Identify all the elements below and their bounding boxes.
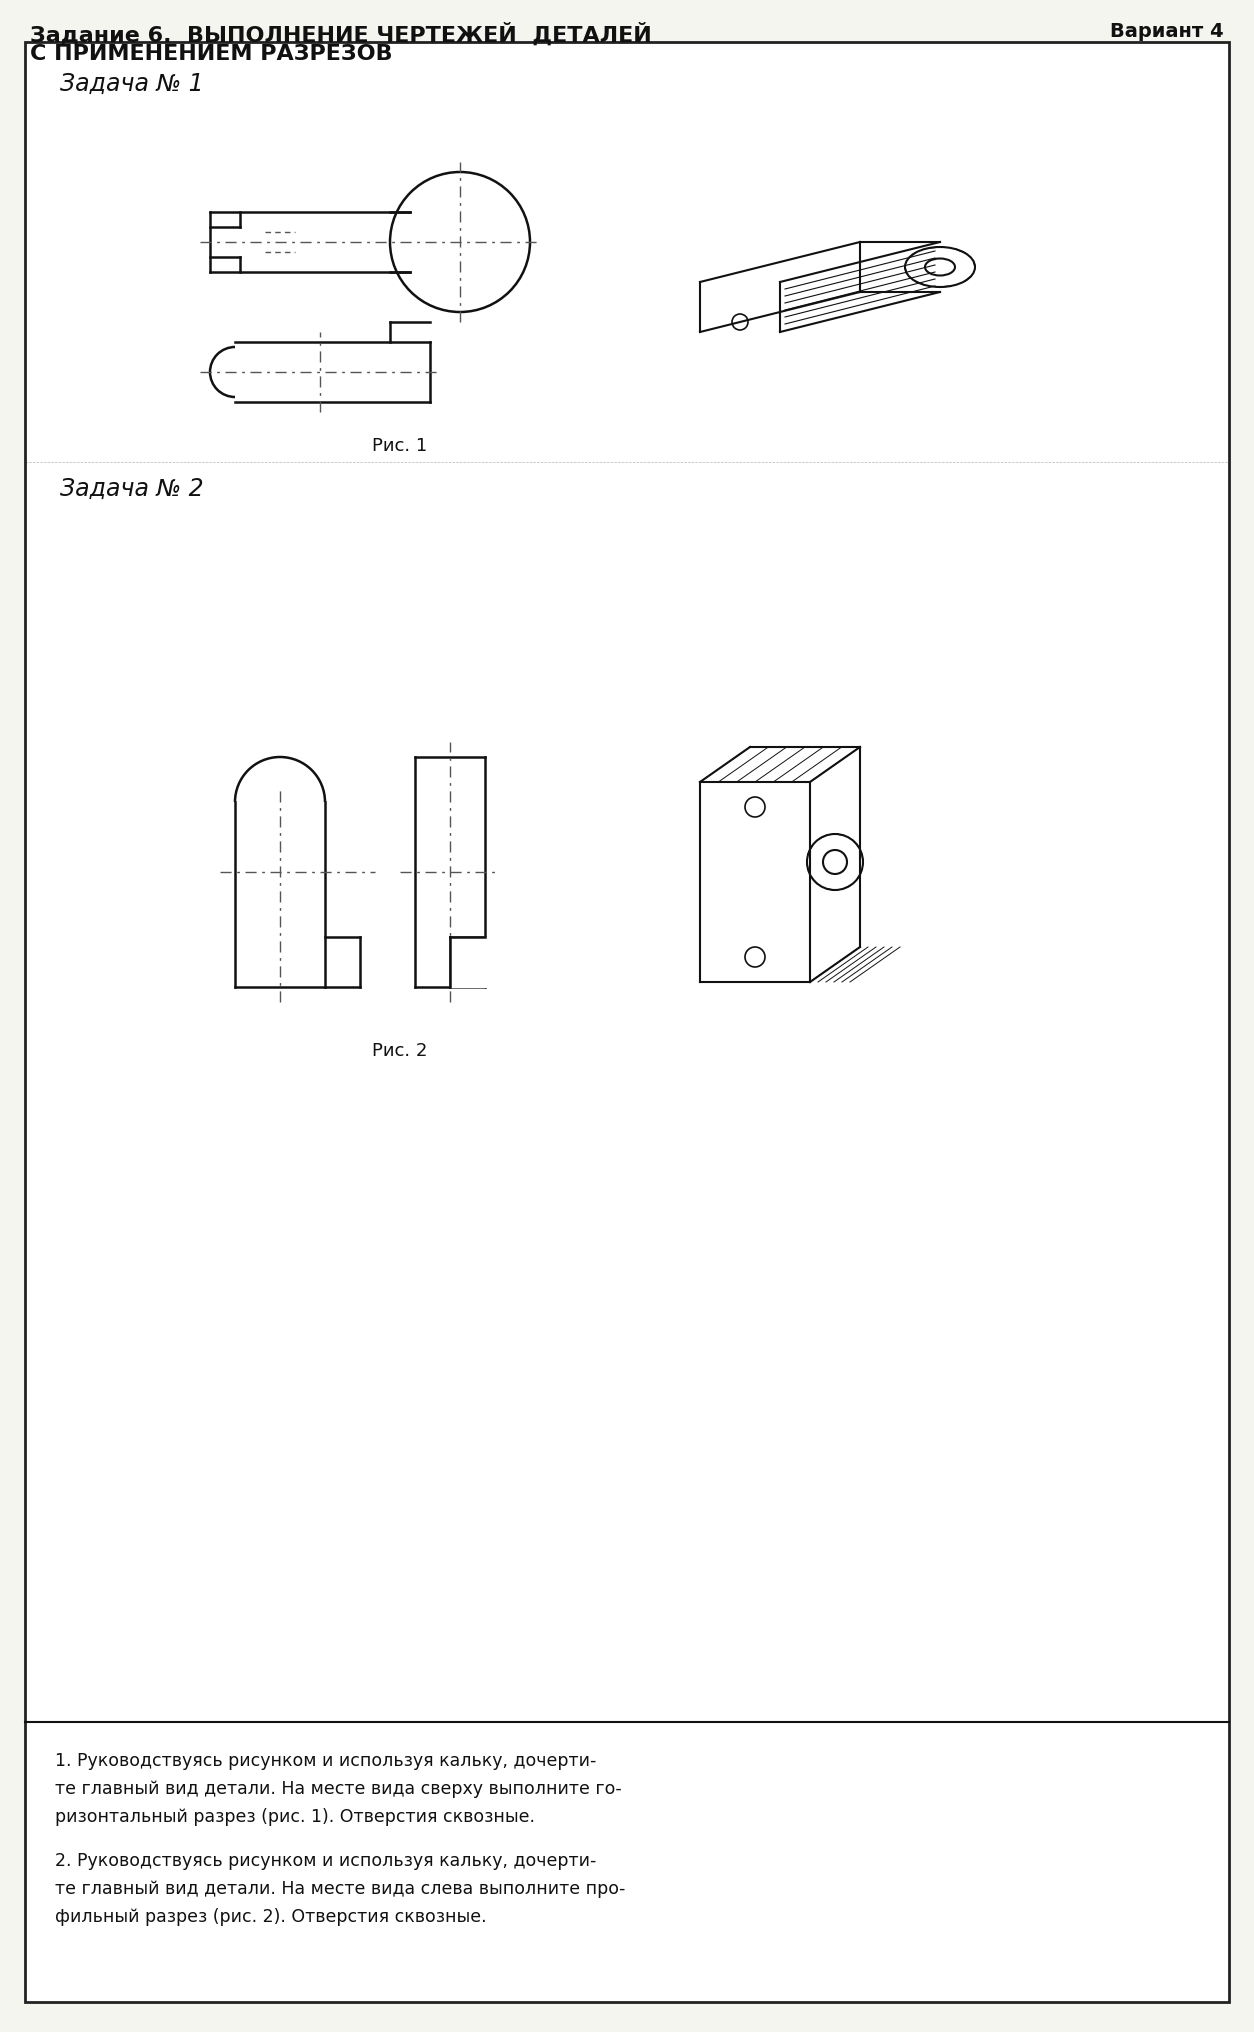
Bar [450, 937, 487, 988]
Text: С ПРИМЕНЕНИЕМ РАЗРЕЗОВ: С ПРИМЕНЕНИЕМ РАЗРЕЗОВ [30, 45, 393, 63]
Text: 1. Руководствуясь рисунком и используя кальку, дочерти-: 1. Руководствуясь рисунком и используя к… [55, 1752, 597, 1770]
Text: 2. Руководствуясь рисунком и используя кальку, дочерти-: 2. Руководствуясь рисунком и используя к… [55, 1851, 597, 1869]
Text: те главный вид детали. На месте вида сверху выполните го-: те главный вид детали. На месте вида све… [55, 1780, 622, 1798]
Text: Задача № 2: Задача № 2 [60, 478, 203, 502]
Text: Задача № 1: Задача № 1 [60, 71, 203, 96]
Text: Рис. 2: Рис. 2 [372, 1042, 428, 1061]
Text: ризонтальный разрез (рис. 1). Отверстия сквозные.: ризонтальный разрез (рис. 1). Отверстия … [55, 1808, 535, 1827]
Text: Задание 6.  ВЫПОЛНЕНИЕ ЧЕРТЕЖЕЙ  ДЕТАЛЕЙ: Задание 6. ВЫПОЛНЕНИЕ ЧЕРТЕЖЕЙ ДЕТАЛЕЙ [30, 22, 652, 45]
Text: фильный разрез (рис. 2). Отверстия сквозные.: фильный разрез (рис. 2). Отверстия сквоз… [55, 1908, 487, 1926]
Text: те главный вид детали. На месте вида слева выполните про-: те главный вид детали. На месте вида сле… [55, 1880, 626, 1898]
Text: Рис. 1: Рис. 1 [372, 437, 428, 455]
Text: Вариант 4: Вариант 4 [1110, 22, 1224, 41]
